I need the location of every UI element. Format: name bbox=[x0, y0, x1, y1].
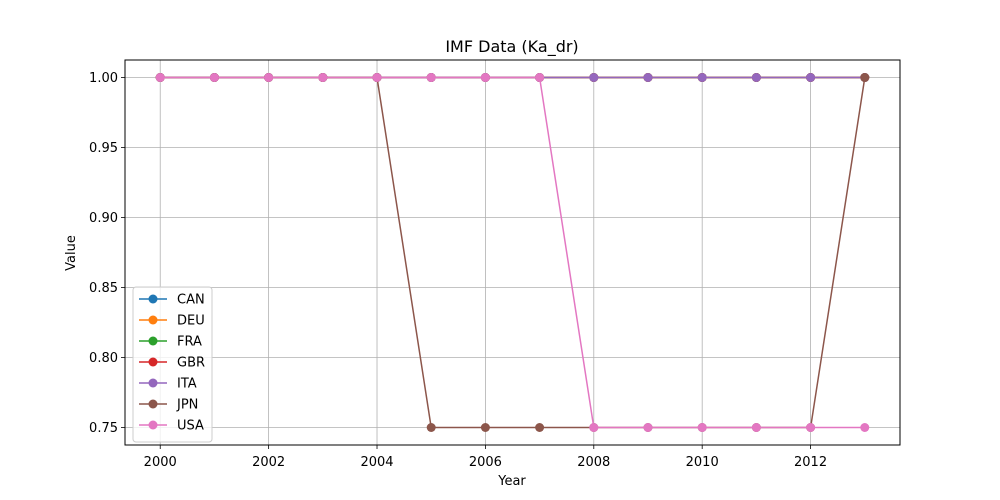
legend-label: USA bbox=[177, 419, 204, 434]
data-point bbox=[372, 73, 382, 82]
y-axis-ticks: 0.75 0.80 0.85 0.90 0.95 1.00 bbox=[89, 71, 125, 436]
data-point bbox=[535, 73, 545, 82]
y-tick-label: 0.85 bbox=[89, 281, 118, 296]
legend-marker bbox=[148, 336, 158, 346]
legend-label: JPN bbox=[176, 398, 198, 413]
data-point bbox=[480, 73, 490, 82]
y-tick-label: 0.75 bbox=[89, 421, 118, 436]
x-tick-label: 2008 bbox=[577, 455, 610, 470]
data-point bbox=[643, 73, 653, 82]
plot-series bbox=[155, 73, 870, 432]
legend-marker bbox=[148, 378, 158, 388]
data-point bbox=[697, 423, 707, 432]
chart-title: IMF Data (Ka_dr) bbox=[445, 37, 578, 57]
data-point bbox=[209, 73, 219, 82]
x-tick-label: 2010 bbox=[686, 455, 719, 470]
legend-label: CAN bbox=[177, 293, 205, 308]
data-point bbox=[860, 423, 870, 432]
legend-label: FRA bbox=[177, 335, 202, 350]
series-line bbox=[160, 76, 866, 429]
data-point bbox=[480, 423, 490, 432]
data-point bbox=[426, 73, 436, 82]
x-axis-label: Year bbox=[497, 474, 526, 489]
legend-marker bbox=[148, 315, 158, 325]
data-point bbox=[535, 423, 545, 432]
x-tick-label: 2000 bbox=[144, 455, 177, 470]
y-tick-label: 1.00 bbox=[89, 71, 118, 86]
series-usa bbox=[155, 73, 870, 432]
data-point bbox=[426, 423, 436, 432]
data-point bbox=[264, 73, 274, 82]
y-axis-label: Value bbox=[64, 235, 79, 271]
data-point bbox=[589, 73, 599, 82]
grid bbox=[125, 60, 900, 445]
legend-item: USA bbox=[139, 419, 204, 434]
x-tick-label: 2004 bbox=[360, 455, 393, 470]
legend-item: CAN bbox=[139, 293, 205, 308]
x-tick-label: 2006 bbox=[469, 455, 502, 470]
data-point bbox=[589, 423, 599, 432]
x-tick-label: 2012 bbox=[794, 455, 827, 470]
legend-marker bbox=[148, 294, 158, 304]
y-tick-label: 0.90 bbox=[89, 211, 118, 226]
data-point bbox=[318, 73, 328, 82]
legend-marker bbox=[148, 399, 158, 409]
data-point bbox=[806, 423, 816, 432]
data-point bbox=[697, 73, 707, 82]
data-point bbox=[860, 73, 870, 82]
legend-marker bbox=[148, 357, 158, 367]
series-line bbox=[160, 76, 865, 429]
x-tick-label: 2002 bbox=[252, 455, 285, 470]
data-point bbox=[806, 73, 816, 82]
y-tick-label: 0.95 bbox=[89, 141, 118, 156]
data-point bbox=[751, 73, 761, 82]
legend-item: FRA bbox=[139, 335, 202, 350]
plot-frame bbox=[124, 59, 901, 446]
legend-label: GBR bbox=[177, 356, 205, 371]
legend-item: JPN bbox=[139, 398, 198, 413]
legend-label: DEU bbox=[177, 314, 205, 329]
data-point bbox=[751, 423, 761, 432]
series-jpn bbox=[155, 73, 870, 432]
y-tick-label: 0.80 bbox=[89, 351, 118, 366]
legend-item: DEU bbox=[139, 314, 205, 329]
legend-marker bbox=[148, 420, 158, 430]
data-point bbox=[155, 73, 165, 82]
legend-item: ITA bbox=[139, 377, 197, 392]
legend-item: GBR bbox=[139, 356, 205, 371]
legend: CAN DEU FRA GBR ITA JPN USA bbox=[132, 286, 213, 443]
data-point bbox=[643, 423, 653, 432]
legend-label: ITA bbox=[177, 377, 197, 392]
x-axis-ticks: 2000 2002 2004 2006 2008 2010 2012 bbox=[144, 445, 827, 470]
